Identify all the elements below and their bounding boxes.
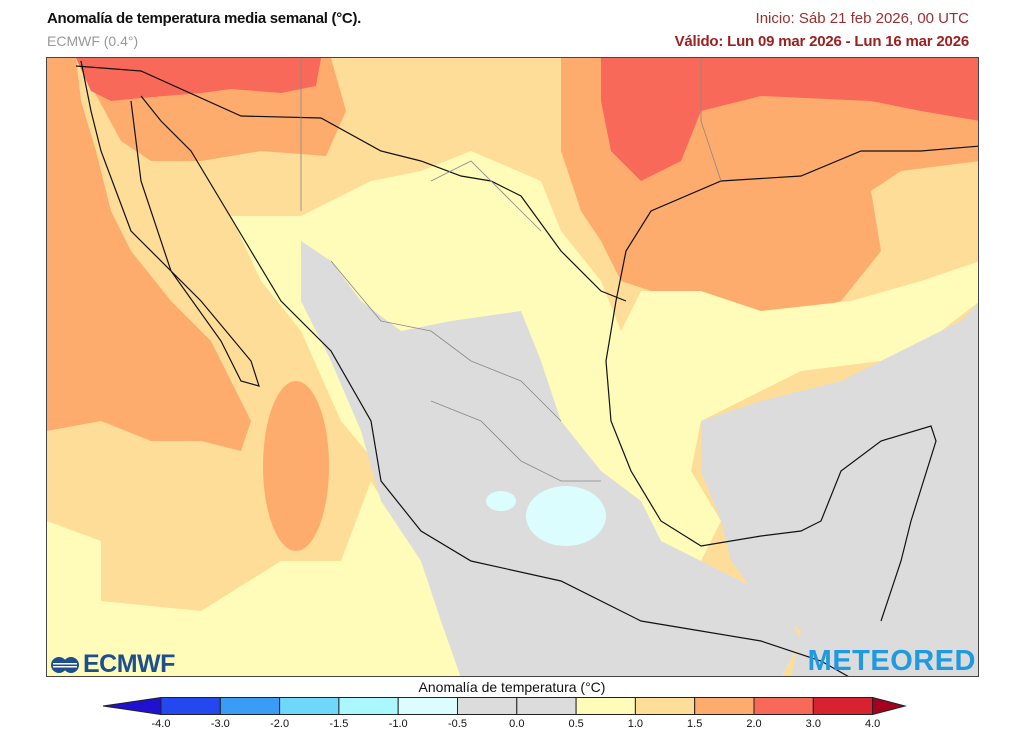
anomaly-negative-blob [486, 491, 516, 511]
anomaly-1.5-2.0-blob [263, 381, 329, 551]
anomaly-neutral-mexico [301, 241, 801, 676]
colorbar-tick-label: 1.5 [687, 718, 703, 730]
anomaly-negative-blob [526, 486, 606, 546]
model-label: ECMWF (0.4°) [47, 33, 139, 49]
anomaly-neutral-gulf-east [701, 303, 978, 676]
anomaly-1.5-2.0-pacific [47, 58, 251, 451]
colorbar-tick-label: 4.0 [864, 718, 881, 730]
colorbar-tick-label: -3.0 [210, 718, 230, 730]
colorbar-tick-label: -2.0 [270, 718, 290, 730]
ecmwf-logo-icon [51, 656, 79, 673]
chart-title: Anomalía de temperatura media semanal (°… [47, 10, 362, 27]
meteored-logo: METEORED [807, 645, 976, 677]
colorbar-segment [575, 697, 636, 715]
state-borders [300, 58, 722, 482]
colorbar-tick-label: 2.0 [746, 718, 762, 730]
anomaly-2.0-3.0-texas [601, 58, 978, 181]
colorbar-segment [516, 697, 577, 715]
colorbar-tick-label: 3.0 [805, 718, 821, 730]
colorbar-segment [812, 697, 874, 715]
colorbar-segment [457, 697, 518, 715]
colorbar-segment [219, 697, 281, 715]
valid-period: Válido: Lun 09 mar 2026 - Lun 16 mar 202… [674, 33, 970, 50]
colorbar-tick-label: -4.0 [151, 718, 171, 730]
colorbar-segment [160, 697, 221, 715]
ecmwf-logo: ECMWF [50, 650, 175, 679]
colorbar-segment [397, 697, 459, 715]
colorbar-tick-label: -0.5 [448, 718, 467, 730]
colorbar-segment [753, 697, 814, 715]
colorbar-segment [694, 697, 755, 715]
coastlines [75, 60, 978, 676]
anomaly-0.5-1.0-central [231, 151, 978, 676]
colorbar-tick-label: 0.0 [509, 718, 525, 730]
colorbar-segment [279, 697, 340, 715]
colorbar-tick-label: 1.0 [627, 718, 644, 730]
colorbar-under-arrow [102, 697, 162, 716]
map-svg [47, 58, 978, 676]
colorbar [102, 697, 907, 716]
colorbar-tick-label: -1.0 [388, 718, 408, 730]
colorbar-title: Anomalía de temperatura (°C) [418, 679, 606, 695]
colorbar-over-arrow [872, 697, 907, 716]
colorbar-segment [634, 697, 696, 715]
colorbar-tick-label: 0.5 [568, 718, 584, 730]
anomaly-map [46, 57, 979, 677]
colorbar-tick-label: -1.5 [329, 718, 349, 730]
anomaly-2.0-3.0-north [76, 58, 321, 101]
init-time: Inicio: Sáb 21 feb 2026, 00 UTC [755, 10, 969, 27]
ecmwf-logo-text: ECMWF [83, 650, 175, 678]
anomaly-0.5-1.0-southwest [47, 481, 471, 676]
colorbar-segment [338, 697, 399, 715]
